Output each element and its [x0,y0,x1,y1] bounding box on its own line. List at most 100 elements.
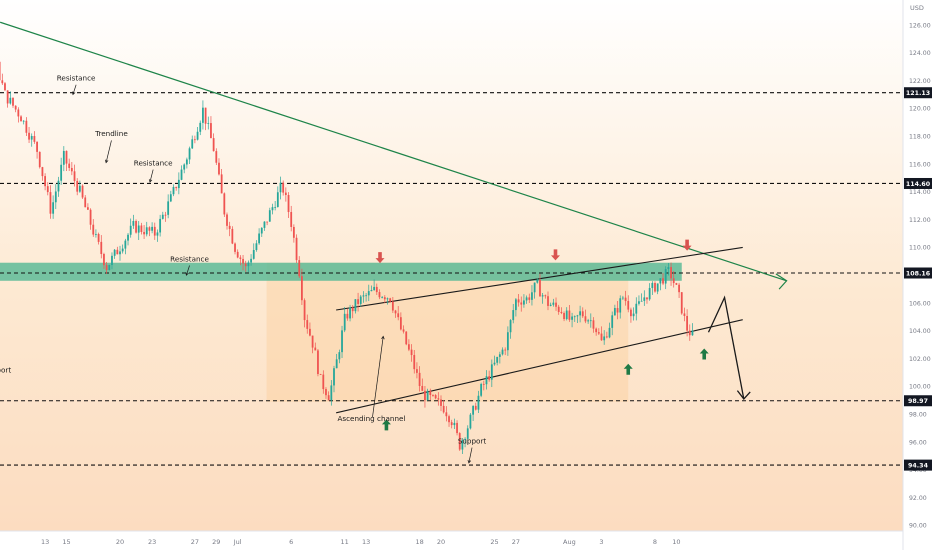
candle-body [565,310,568,320]
candle-body [236,251,239,258]
price-tick-label: 112.00 [909,217,931,224]
annotation-leader-head [148,179,153,183]
candle-body [381,297,384,299]
candle-body [306,320,309,329]
candle-body [325,389,327,396]
candle-body [571,316,573,320]
candle-body [421,385,424,391]
annotation-leader [105,140,112,163]
candle-body [290,212,293,227]
candle-body [613,308,616,316]
channel-upper-line [336,246,743,311]
candle-body [111,255,113,265]
candle-body [429,390,432,396]
descending-trendline [0,21,787,282]
candle-body [68,163,71,168]
candle-body [255,243,258,251]
candle-body [95,233,97,235]
annotation-label: Resistance [134,158,173,167]
candle-body [589,320,592,322]
candle-body [515,299,517,311]
candle-body [383,297,386,300]
candle-body [367,291,370,296]
candle-body [408,344,410,350]
channel-lower-line [336,319,743,414]
candle-body [469,414,472,429]
candle-body [113,249,116,256]
annotation-leader-head [381,335,385,340]
price-tick-label: 94.00 [909,467,927,474]
annotation-label: Support [0,366,11,375]
price-tick-label: 124.00 [909,50,931,57]
candle-body [263,221,266,228]
candle-body [472,405,474,415]
candle-body [675,283,678,285]
candle-body [169,194,172,202]
support-arrow-up [699,348,709,360]
candle-body [448,416,450,423]
candle-body [73,171,76,181]
candle-body [199,122,202,132]
candle-body [202,107,204,123]
candle-body [4,83,6,91]
candle-body [234,243,236,252]
candle-body [579,311,581,316]
candle-body [210,123,212,139]
candle-body [638,301,640,304]
candle-body [445,412,448,417]
candle-body [343,313,346,331]
candle-body [597,332,600,334]
candle-body [557,306,560,312]
horizontal-levels [0,92,903,466]
price-tag-label: 114.60 [906,181,931,188]
candle-body [512,310,515,321]
candle-body [509,320,512,333]
candle-body [686,315,688,331]
annotation-leader-head [72,91,76,96]
annotation-leader [186,265,190,276]
candle-body [121,248,124,252]
annotation-label: Trendline [94,129,128,138]
candle-body [378,292,381,298]
candle-body [426,390,429,401]
candle-body [560,311,563,314]
candle-body [258,233,260,244]
time-tick-label: 11 [341,538,349,546]
candle-body [622,297,624,299]
candle-body [442,405,445,413]
candle-body [474,405,477,410]
candle-body [338,352,341,360]
candle-body [365,295,367,297]
candle-body [544,295,547,297]
candle-body [539,279,541,297]
candle-body [341,330,343,353]
candle-body [175,186,178,189]
candle-body [375,286,378,293]
candle-body [191,139,194,149]
candle-body [581,311,584,317]
candle-body [161,214,164,219]
time-tick-label: 13 [362,538,370,546]
candle-body [424,390,426,401]
candle-body [127,234,129,241]
price-tags: 121.13 114.60 108.16 98.97 94.34 [904,87,932,471]
candle-body [33,136,36,142]
candle-body [536,279,539,283]
candle-body [319,373,322,375]
candle-body [654,282,656,292]
candle-body [670,267,672,279]
candle-body [333,368,335,386]
candle-body [30,136,33,140]
candle-body [440,399,442,406]
candle-body [124,240,127,249]
price-tag [904,395,932,407]
annotation-label: Resistance [170,254,209,263]
candle-body [667,267,670,270]
resistance-arrow-down [550,249,560,261]
price-tick-label: 110.00 [909,245,931,252]
candle-body [525,297,528,301]
price-tag [904,177,932,189]
price-tick-label: 98.00 [909,412,927,419]
candle-body [129,225,132,235]
candle-body [549,304,552,306]
